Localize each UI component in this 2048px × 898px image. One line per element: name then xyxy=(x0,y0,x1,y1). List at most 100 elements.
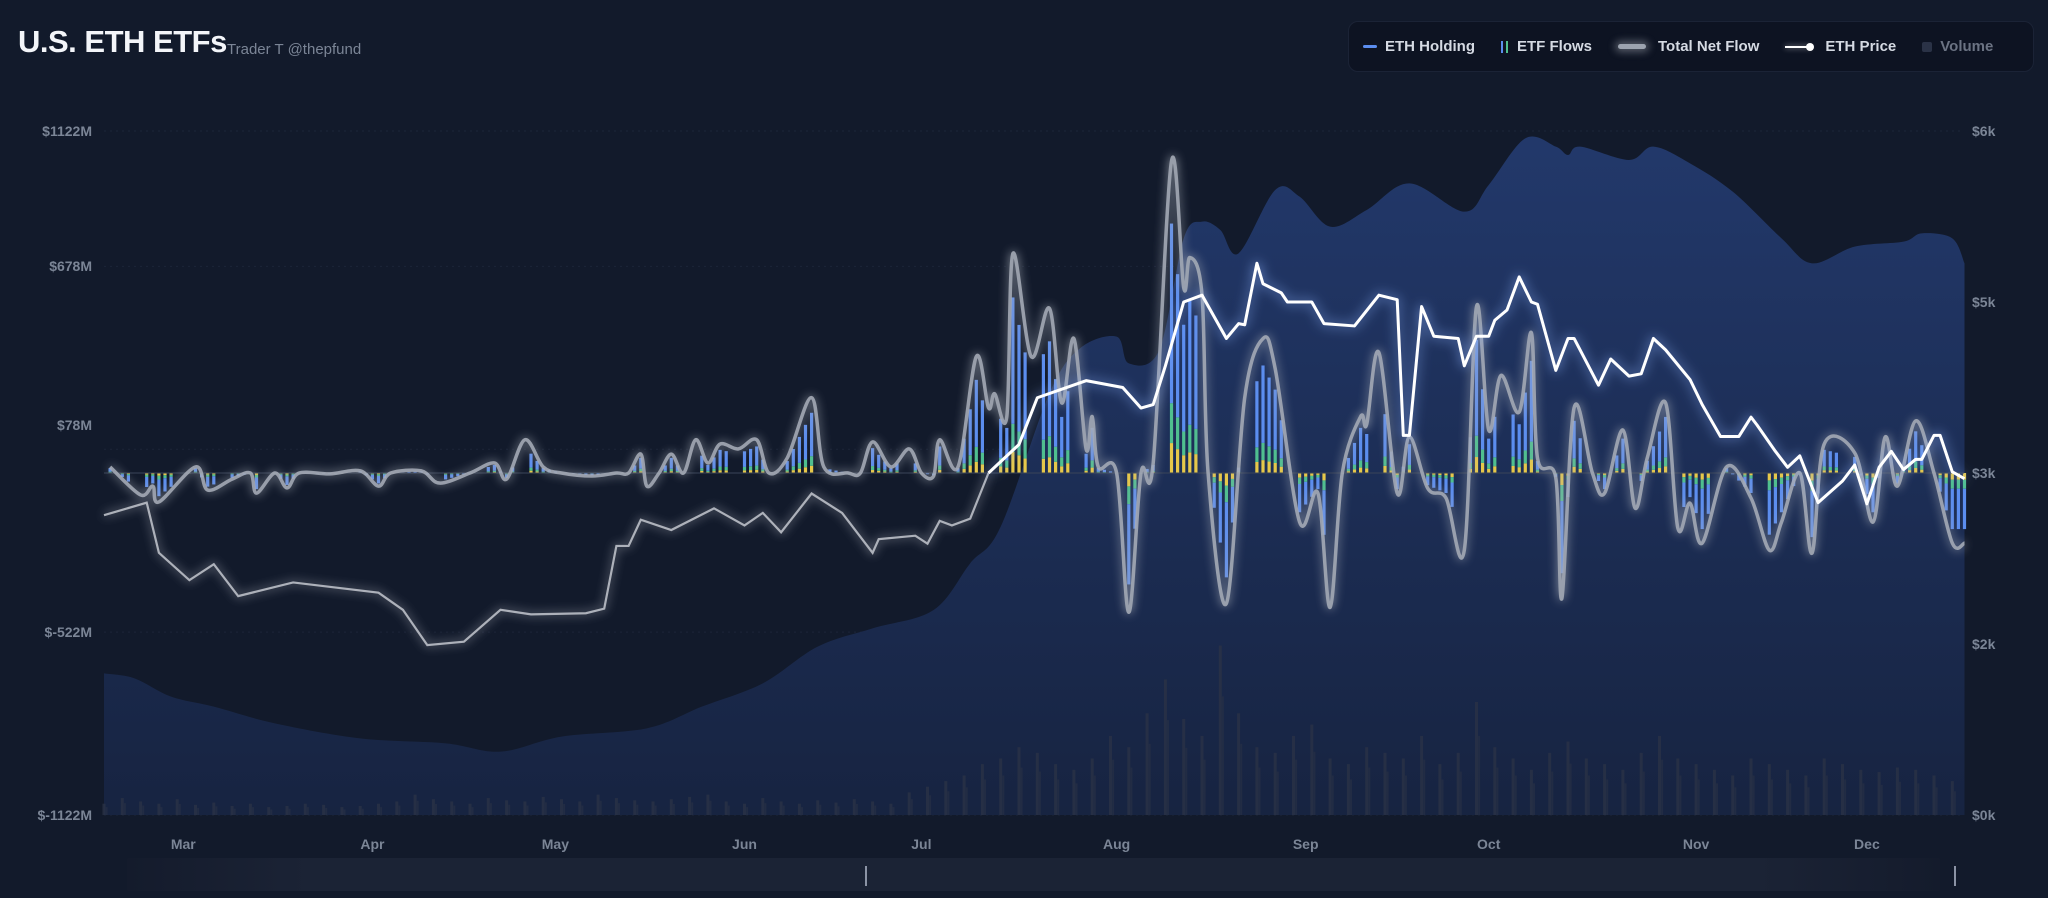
etf-flow-bar-blue xyxy=(1737,475,1741,481)
volume-bar xyxy=(1529,769,1533,815)
etf-flow-bar-yellow xyxy=(285,473,289,475)
legend-total-net-flow[interactable]: Total Net Flow xyxy=(1618,38,1759,55)
volume-bar xyxy=(1328,758,1332,815)
volume-bar xyxy=(819,804,822,815)
range-scrollbar[interactable] xyxy=(127,858,1940,891)
etf-flow-bar-green xyxy=(1944,477,1948,484)
etf-flow-bar-yellow xyxy=(724,470,728,473)
etf-flow-bar-green xyxy=(1267,446,1271,462)
etf-flow-bar-yellow xyxy=(639,471,643,473)
etf-flow-bar-green xyxy=(584,473,588,474)
etf-flow-bar-yellow xyxy=(1267,461,1271,473)
legend-etf-flows[interactable]: ETF Flows xyxy=(1501,38,1592,55)
volume-bar xyxy=(377,803,380,815)
etf-flow-bar-yellow xyxy=(1273,462,1277,473)
volume-bar xyxy=(450,801,454,815)
legend-volume[interactable]: Volume xyxy=(1922,38,1993,55)
legend-eth-holding[interactable]: ETH Holding xyxy=(1363,38,1475,55)
etf-flow-bar-green xyxy=(761,469,765,472)
volume-bar xyxy=(1877,772,1881,815)
etf-flow-bar-yellow xyxy=(700,470,704,473)
volume-bar xyxy=(197,807,200,815)
etf-flow-bar-yellow xyxy=(1389,470,1393,473)
etf-flow-bar-yellow xyxy=(1767,473,1771,481)
legend-label: ETH Price xyxy=(1825,38,1897,55)
etf-flow-bar-yellow xyxy=(883,471,887,473)
etf-flow-bar-yellow xyxy=(1066,463,1070,473)
etf-flow-bar-green xyxy=(1511,456,1515,466)
etf-flow-bar-blue xyxy=(925,473,930,475)
volume-bar xyxy=(1880,784,1883,815)
etf-flow-bar-blue xyxy=(938,446,942,466)
etf-flow-bar-yellow xyxy=(1017,455,1021,473)
legend-eth-price[interactable]: ETH Price xyxy=(1785,38,1896,55)
volume-bar xyxy=(1749,758,1753,815)
range-start-handle[interactable] xyxy=(865,866,867,886)
etf-flow-bar-blue xyxy=(669,457,673,469)
etf-flow-bar-blue xyxy=(157,479,161,497)
etf-flow-bar-yellow xyxy=(712,471,716,473)
volume-bar xyxy=(1459,771,1462,815)
etf-flow-bar-yellow xyxy=(1426,473,1430,475)
volume-bar xyxy=(1899,781,1901,815)
volume-bar xyxy=(380,807,383,815)
etf-flow-bar-green xyxy=(871,466,875,471)
etf-flow-bar-blue xyxy=(871,448,875,467)
volume-bar xyxy=(1475,702,1478,815)
volume-bar xyxy=(1789,783,1792,815)
volume-bar xyxy=(1767,764,1771,815)
etf-flow-bar-blue xyxy=(163,478,167,492)
etf-flow-bar-green xyxy=(1523,450,1527,464)
etf-flow-bar-blue xyxy=(1493,416,1497,458)
volume-bar xyxy=(1127,747,1131,815)
volume-bar xyxy=(709,800,712,815)
range-end-handle[interactable] xyxy=(1954,866,1956,886)
etf-flow-bar-green xyxy=(1304,476,1308,482)
volume-bar xyxy=(929,795,932,815)
etf-flow-bar-yellow xyxy=(1962,473,1967,480)
etf-flow-bar-green xyxy=(1529,441,1533,460)
etf-flow-bar-green xyxy=(980,452,984,465)
legend-label: ETF Flows xyxy=(1517,38,1592,55)
etf-flow-bar-yellow xyxy=(1304,473,1308,477)
etf-flow-bar-yellow xyxy=(1450,473,1454,478)
volume-bar xyxy=(1493,747,1497,815)
etf-flow-bar-yellow xyxy=(1938,473,1942,476)
etf-flow-bar-yellow xyxy=(1474,457,1479,473)
etf-flow-bar-green xyxy=(700,468,704,471)
volume-bar xyxy=(270,809,273,815)
volume-bar xyxy=(215,806,218,815)
eth-price-line xyxy=(103,472,990,647)
etf-flow-bar-green xyxy=(718,466,722,471)
volume-bar xyxy=(1273,752,1277,815)
volume-bar xyxy=(233,808,236,815)
etf-flow-bar-blue xyxy=(1352,442,1357,465)
etf-flow-bar-blue xyxy=(456,473,460,477)
etf-flow-bar-blue xyxy=(230,474,234,478)
etf-flow-bar-green xyxy=(370,473,374,475)
volume-bar xyxy=(306,807,309,815)
etf-flow-bar-blue xyxy=(193,468,198,472)
etf-flow-bar-blue xyxy=(1621,438,1625,464)
etf-flow-bar-green xyxy=(1005,460,1009,468)
etf-flow-bar-blue xyxy=(785,461,789,470)
volume-bar xyxy=(123,803,126,815)
etf-flow-bar-green xyxy=(230,473,234,475)
volume-bar xyxy=(907,792,911,815)
x-axis-month-label: May xyxy=(541,836,570,852)
volume-bar xyxy=(505,800,509,815)
etf-flow-bar-green xyxy=(1481,449,1485,463)
volume-bar xyxy=(1072,769,1076,815)
etf-flow-bar-blue xyxy=(1853,456,1857,469)
etf-flow-bar-green xyxy=(1011,423,1015,452)
etf-flow-bar-blue xyxy=(633,465,637,471)
etf-flow-bar-yellow xyxy=(1127,473,1131,487)
volume-bar xyxy=(1002,775,1005,815)
volume-bar xyxy=(892,807,895,815)
volume-bar xyxy=(743,803,746,815)
dot-line-swatch-icon xyxy=(1785,42,1815,51)
etf-flow-bar-yellow xyxy=(157,473,161,476)
etf-flow-bar-blue xyxy=(1054,379,1058,447)
volume-bar xyxy=(764,803,767,815)
